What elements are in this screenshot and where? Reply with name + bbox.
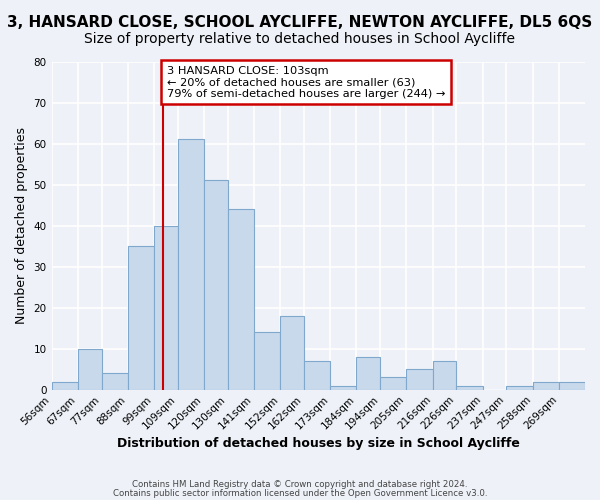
Text: Size of property relative to detached houses in School Aycliffe: Size of property relative to detached ho… (85, 32, 515, 46)
Bar (457, 386, 482, 390)
Bar (52, 382, 78, 390)
Bar (356, 357, 380, 390)
Text: 3, HANSARD CLOSE, SCHOOL AYCLIFFE, NEWTON AYCLIFFE, DL5 6QS: 3, HANSARD CLOSE, SCHOOL AYCLIFFE, NEWTO… (7, 15, 593, 30)
Bar (204, 180, 228, 390)
Text: Contains HM Land Registry data © Crown copyright and database right 2024.: Contains HM Land Registry data © Crown c… (132, 480, 468, 489)
X-axis label: Distribution of detached houses by size in School Aycliffe: Distribution of detached houses by size … (117, 437, 520, 450)
Bar (433, 361, 457, 390)
Bar (330, 386, 356, 390)
Bar (154, 226, 178, 390)
Text: Contains public sector information licensed under the Open Government Licence v3: Contains public sector information licen… (113, 489, 487, 498)
Bar (228, 209, 254, 390)
Bar (506, 386, 533, 390)
Bar (304, 361, 330, 390)
Y-axis label: Number of detached properties: Number of detached properties (15, 127, 28, 324)
Bar (406, 369, 433, 390)
Text: 3 HANSARD CLOSE: 103sqm
← 20% of detached houses are smaller (63)
79% of semi-de: 3 HANSARD CLOSE: 103sqm ← 20% of detache… (167, 66, 445, 99)
Bar (254, 332, 280, 390)
Bar (101, 374, 128, 390)
Bar (128, 246, 154, 390)
Bar (380, 378, 406, 390)
Bar (178, 140, 204, 390)
Bar (559, 382, 585, 390)
Bar (280, 316, 304, 390)
Bar (533, 382, 559, 390)
Bar (78, 348, 101, 390)
